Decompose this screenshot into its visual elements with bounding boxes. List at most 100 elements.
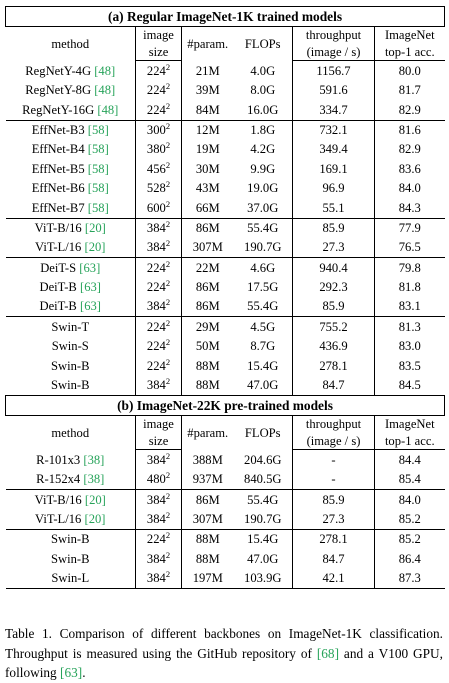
- throughput-cell: 27.3: [292, 237, 375, 258]
- table-row: R-101x3 [38] 3842 388M 204.6G -84.4: [5, 449, 445, 470]
- column-header-image-size-unit: size: [135, 43, 182, 62]
- column-header-flops: FLOPs: [244, 36, 281, 51]
- image-size-exponent: 2: [165, 238, 171, 249]
- header-row: method image #param. FLOPs throughput ImageNe…: [5, 26, 445, 61]
- method-name: ViT-L/16: [34, 240, 82, 255]
- throughput-cell: 96.9: [292, 178, 375, 199]
- params-cell: 84M: [181, 100, 234, 121]
- throughput-cell: 292.3: [292, 277, 375, 298]
- citation-link[interactable]: [38]: [83, 452, 105, 467]
- params-cell: 22M: [181, 257, 234, 278]
- citation-number: 48: [101, 102, 115, 117]
- flops-cell: 103.9G: [233, 568, 293, 590]
- caption-label: Table 1.: [5, 626, 52, 641]
- method-name: RegNetY-16G: [22, 102, 95, 117]
- accuracy-cell: 81.3: [373, 316, 445, 337]
- citation-number: 63: [83, 260, 97, 275]
- image-size-cell: 2242: [135, 528, 182, 550]
- accuracy-cell: 81.8: [373, 277, 445, 298]
- method-name: Swin-T: [51, 319, 90, 334]
- flops-cell: 47.0G: [247, 551, 279, 566]
- image-size-cell: 2242: [136, 61, 182, 81]
- citation-link[interactable]: [58]: [87, 122, 109, 137]
- citation-number: 63: [84, 280, 97, 295]
- flops-cell: 55.4G: [233, 217, 293, 238]
- citation-link[interactable]: [38]: [83, 472, 105, 487]
- throughput-cell: -: [292, 469, 375, 490]
- method-cell: Swin-S: [5, 336, 136, 357]
- header-row: size (image / s) top-1 acc.: [6, 43, 445, 62]
- table-row: Swin-B 3842 88M 47.0G 84.7 84.5: [5, 375, 445, 397]
- accuracy-cell: 84.3: [373, 198, 445, 219]
- citation-link[interactable]: [63]: [79, 280, 101, 295]
- throughput-cell: 436.9: [292, 336, 375, 357]
- method-cell: Swin-B: [5, 375, 136, 397]
- column-header-image-size-unit: size: [135, 432, 182, 451]
- column-header-accuracy: ImageNet: [373, 415, 445, 433]
- citation-link[interactable]: [20]: [84, 511, 106, 526]
- image-size-value: 224: [146, 280, 166, 295]
- image-size-exponent: 2: [165, 179, 171, 190]
- accuracy-cell: 82.9: [373, 100, 445, 121]
- image-size-cell: 3002: [135, 119, 182, 140]
- method-cell: ViT-L/16 [20]: [5, 237, 136, 258]
- method-name: RegNetY-8G: [25, 83, 92, 98]
- params-cell: 86M: [181, 297, 234, 317]
- citation-link[interactable]: [20]: [84, 492, 106, 507]
- accuracy-cell: 84.4: [373, 449, 445, 470]
- params-cell: 88M: [181, 549, 234, 569]
- method-name: ViT-L/16: [34, 511, 82, 526]
- citation-link[interactable]: [58]: [87, 200, 109, 215]
- table-row: DeiT-S [63] 2242 22M 4.6G 940.4 79.8: [5, 257, 445, 278]
- citation-link[interactable]: [58]: [87, 181, 109, 196]
- citation-link[interactable]: [58]: [87, 161, 109, 176]
- image-size-cell: 3842: [136, 238, 182, 258]
- flops-cell: 15.4G: [233, 528, 293, 550]
- citation-number: 20: [88, 511, 102, 526]
- image-size-value: 224: [146, 63, 166, 78]
- image-size-value: 224: [146, 83, 166, 98]
- citation-link[interactable]: [20]: [84, 240, 106, 255]
- flops-cell: 8.0G: [250, 83, 276, 98]
- citation-link[interactable]: [48]: [94, 63, 116, 78]
- throughput-cell: 278.1: [292, 528, 375, 550]
- throughput-cell: 27.3: [292, 509, 375, 530]
- citation-link[interactable]: [63]: [79, 299, 101, 314]
- image-size-exponent: 2: [165, 120, 171, 131]
- citation-link[interactable]: [58]: [87, 142, 109, 157]
- section-title-row: (b) ImageNet-22K pre-trained models: [4, 395, 446, 417]
- column-header-method: method: [5, 415, 136, 450]
- image-size-value: 384: [146, 220, 166, 235]
- image-size-value: 600: [146, 200, 166, 215]
- image-size-cell: 3842: [135, 568, 182, 590]
- method-name: Swin-L: [51, 571, 90, 586]
- column-header-throughput-unit: (image / s): [292, 43, 375, 62]
- image-size-value: 384: [146, 571, 166, 586]
- flops-cell: 4.5G: [233, 316, 293, 337]
- column-header-image-size: image: [143, 417, 174, 432]
- method-cell: ViT-B/16 [20]: [5, 489, 136, 510]
- caption-citation-2[interactable]: [63]: [60, 665, 83, 680]
- flops-cell: 190.7G: [244, 240, 282, 255]
- method-name: Swin-B: [51, 358, 90, 373]
- table-row: RegNetY-16G [48] 2242 84M 16.0G 334.7 82.9: [5, 100, 445, 121]
- image-size-cell: 2242: [136, 278, 182, 297]
- image-size-exponent: 2: [165, 297, 171, 308]
- caption-citation-1[interactable]: [68]: [316, 645, 339, 661]
- table-row: Swin-L 3842 197M 103.9G 42.1 87.3: [5, 568, 445, 590]
- citation-link[interactable]: [20]: [84, 220, 106, 235]
- params-cell: 197M: [181, 568, 234, 590]
- citation-link[interactable]: [48]: [94, 83, 116, 98]
- accuracy-cell: 84.0: [373, 489, 445, 510]
- image-size-exponent: 2: [165, 159, 171, 170]
- table-caption: Table 1. Comparison of different backbon…: [5, 624, 443, 683]
- method-name: EffNet-B6: [31, 181, 85, 196]
- image-size-value: 224: [146, 260, 166, 275]
- throughput-cell: 55.1: [292, 198, 375, 219]
- image-size-exponent: 2: [165, 356, 171, 367]
- image-size-cell: 2242: [136, 81, 182, 100]
- method-name: R-152x4: [36, 472, 81, 487]
- citation-link[interactable]: [63]: [79, 260, 101, 275]
- image-size-exponent: 2: [165, 81, 171, 92]
- citation-link[interactable]: [48]: [97, 102, 119, 117]
